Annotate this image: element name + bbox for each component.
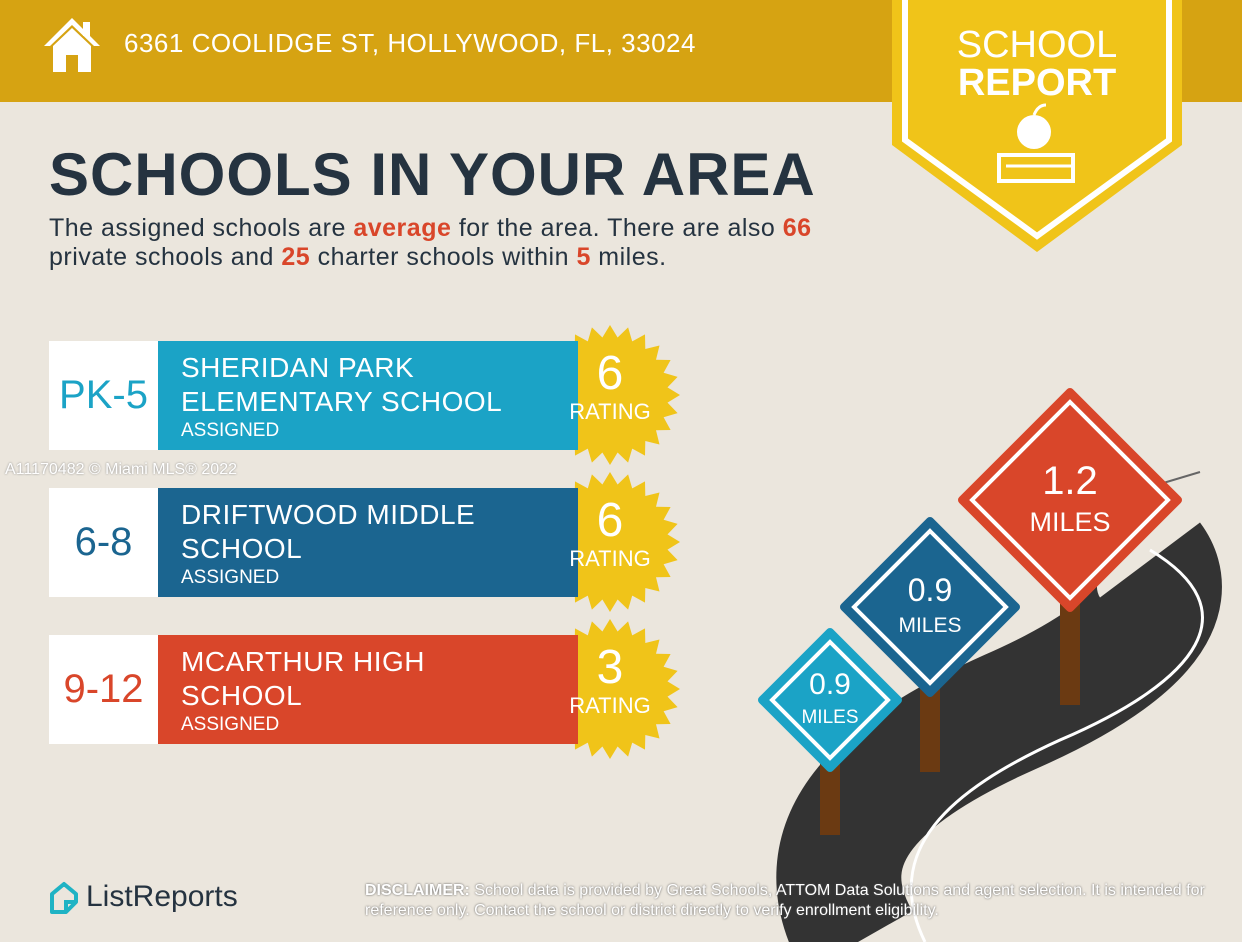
home-icon — [44, 18, 100, 72]
title: SCHOOLS IN YOUR AREA — [49, 141, 816, 208]
school-name: MCARTHUR HIGH SCHOOL — [181, 646, 425, 711]
sign-distance: 1.2 — [1042, 459, 1098, 503]
summary-highlight: 66 — [782, 214, 812, 242]
sign-border — [769, 639, 891, 761]
sign — [758, 628, 902, 772]
sign-unit: MILES — [898, 614, 961, 637]
badge-text: SCHOOL REPORT — [892, 26, 1182, 102]
sign-distance: 0.9 — [908, 572, 952, 608]
summary-highlight: 25 — [281, 243, 311, 271]
sign-unit: MILES — [1029, 507, 1110, 537]
rating-value: 6 — [596, 347, 624, 400]
rating-label: RATING — [569, 546, 651, 571]
rating-label: RATING — [569, 693, 651, 718]
school-bar: DRIFTWOOD MIDDLE SCHOOL ASSIGNED — [158, 488, 578, 597]
sign-unit: MILES — [801, 707, 858, 728]
address: 6361 COOLIDGE ST, HOLLYWOOD, FL, 33024 — [124, 28, 696, 58]
sign — [840, 517, 1020, 697]
grades: 6-8 — [49, 488, 158, 597]
logo: ListReports — [86, 880, 238, 913]
rating-value: 6 — [596, 494, 624, 547]
summary-text: miles. — [590, 243, 667, 271]
summary: The assigned schools are average for the… — [49, 214, 889, 272]
disclaimer: DISCLAIMER: School data is provided by G… — [365, 881, 1205, 921]
summary-text: for the area. There are also — [451, 214, 783, 242]
grades: 9-12 — [49, 635, 158, 744]
rating-value: 3 — [596, 641, 624, 694]
school-bar: MCARTHUR HIGH SCHOOL ASSIGNED — [158, 635, 578, 744]
summary-highlight: 5 — [576, 243, 591, 271]
sign — [958, 388, 1182, 612]
school-status: ASSIGNED — [181, 420, 280, 441]
grades: PK-5 — [49, 341, 158, 450]
rating: 3 RATING — [550, 643, 670, 719]
disclaimer-label: DISCLAIMER: — [365, 882, 470, 899]
watermark: A11170482 © Miami MLS® 2022 — [5, 461, 237, 478]
school-bar: SHERIDAN PARK ELEMENTARY SCHOOL ASSIGNED — [158, 341, 578, 450]
sign-border — [851, 528, 1009, 686]
summary-text: charter schools within — [310, 243, 577, 271]
school-name: DRIFTWOOD MIDDLE SCHOOL — [181, 499, 476, 564]
summary-text: The assigned schools are — [49, 214, 354, 242]
badge-line: REPORT — [957, 62, 1117, 104]
school-status: ASSIGNED — [181, 567, 280, 588]
rating: 6 RATING — [550, 349, 670, 425]
summary-text: private schools and — [49, 243, 282, 271]
badge — [892, 0, 1182, 252]
sign-border — [969, 399, 1171, 601]
logo-icon — [50, 882, 78, 914]
rating: 6 RATING — [550, 496, 670, 572]
summary-highlight: average — [353, 214, 452, 242]
badge-line: SCHOOL — [956, 24, 1118, 66]
sign-distance: 0.9 — [809, 668, 851, 701]
school-status: ASSIGNED — [181, 714, 280, 735]
disclaimer-text: School data is provided by Great Schools… — [365, 882, 1205, 919]
school-name: SHERIDAN PARK ELEMENTARY SCHOOL — [181, 352, 503, 417]
rating-label: RATING — [569, 399, 651, 424]
